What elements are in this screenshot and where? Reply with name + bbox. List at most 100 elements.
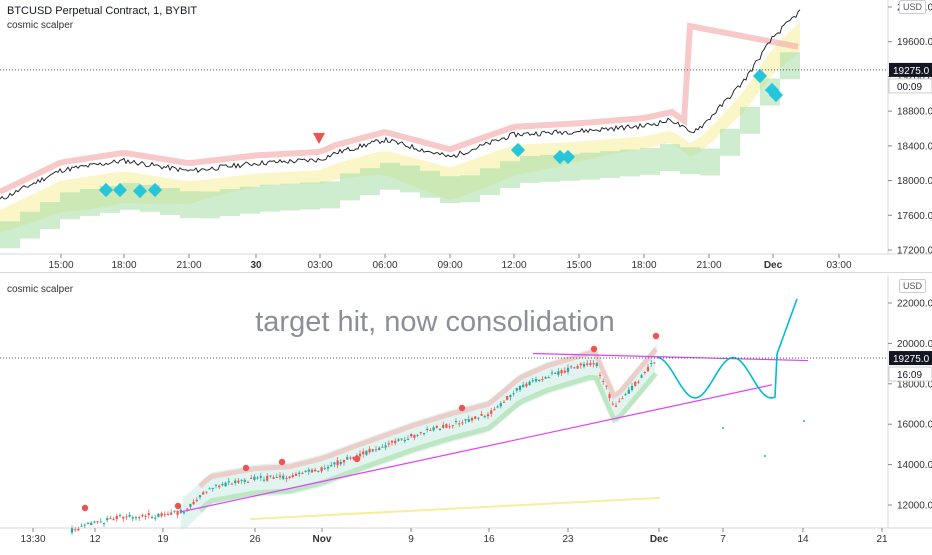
candle-body [422, 433, 426, 435]
support-block [160, 188, 180, 215]
candle-body [243, 479, 246, 482]
candle-body [493, 409, 496, 411]
candle-body [365, 450, 368, 455]
candle-body [371, 449, 374, 452]
candle-body [131, 517, 134, 519]
support-block [200, 191, 220, 219]
candle-body [394, 440, 397, 444]
support-block [460, 175, 480, 203]
candle-body [102, 523, 106, 525]
resistance-trendline [532, 352, 809, 362]
candle-body [218, 485, 221, 488]
time-tick-label: 7 [720, 534, 726, 545]
candle-body [563, 370, 566, 373]
time-tick-label: 16 [483, 534, 495, 545]
candle-body [346, 457, 349, 460]
candle-body [502, 401, 506, 403]
candle-body [643, 372, 646, 374]
candle-body [138, 517, 141, 519]
candle-body [333, 462, 336, 465]
candle-body [253, 476, 256, 480]
candle-body [464, 419, 467, 421]
support-block [80, 188, 100, 216]
candle-body [198, 495, 202, 498]
candle-body [106, 518, 109, 521]
annotation-text: target hit, now consolidation [255, 306, 615, 338]
candle-body [458, 423, 461, 425]
candle-body [189, 503, 192, 507]
candle-body [403, 440, 406, 442]
candle-body [310, 469, 314, 473]
candle-body [579, 363, 582, 366]
candle-body [330, 465, 333, 467]
candle-body [301, 472, 304, 474]
time-tick-label: 26 [249, 534, 261, 545]
candle-body [134, 517, 138, 519]
candle-body [109, 518, 112, 520]
candle-body [227, 481, 230, 483]
candle-body [262, 479, 266, 481]
price-tick-label: 18000.0 [897, 176, 932, 187]
support-block [780, 52, 800, 80]
candle-body [470, 418, 474, 421]
support-block [600, 151, 620, 179]
sell-signal-dot [242, 464, 250, 472]
candle-body [176, 510, 179, 515]
candle-body [602, 380, 605, 382]
support-block [480, 168, 500, 196]
support-trendline [179, 384, 773, 513]
sell-signal-dot [174, 502, 182, 510]
candle-body [336, 460, 339, 466]
candle-body [163, 514, 166, 516]
support-block [440, 176, 460, 204]
support-block [220, 189, 240, 217]
top-chart-pane[interactable]: 20000.019600.019200.018800.018400.018000… [0, 0, 932, 273]
bottom-chart-canvas[interactable]: 22000.0 20000.0 18000.0 16000.0 14000.0 12000… [0, 275, 932, 550]
candle-body [534, 378, 538, 382]
bottom-chart-pane[interactable]: 22000.0 20000.0 18000.0 16000.0 14000.0 12000… [0, 275, 932, 550]
candle-body [115, 515, 118, 519]
sell-signal-triangle [313, 133, 325, 144]
sell-signal-dot [458, 404, 466, 412]
time-tick-label: 23 [562, 534, 574, 545]
candle-body [80, 525, 83, 527]
candle-body [576, 365, 579, 369]
buy-signal-diamond [132, 183, 148, 199]
price-tick-label: 18400.0 [897, 141, 932, 152]
currency-label-bottom[interactable]: USD [899, 279, 927, 293]
symbol-title[interactable]: BTCUSD Perpetual Contract, 1, BYBIT [7, 5, 198, 17]
candle-body [294, 473, 298, 476]
candle-body [413, 434, 416, 438]
time-tick-label: 12:00 [501, 260, 526, 271]
candle-body [621, 398, 624, 400]
countdown-tag [888, 78, 932, 94]
candle-body [598, 374, 602, 376]
candle-body [547, 377, 550, 379]
time-tick-label: 03:00 [826, 260, 851, 271]
candle-body [93, 521, 96, 523]
time-tick-label: 15:00 [48, 260, 73, 271]
candle-body [99, 521, 102, 523]
candle-body [438, 428, 442, 430]
support-block [0, 221, 20, 249]
candle-body [246, 481, 250, 483]
time-tick-label: Nov [313, 534, 332, 545]
candle-body [288, 476, 291, 479]
candle-body [490, 410, 493, 414]
buy-signal-diamond [510, 142, 526, 158]
indicator-label[interactable]: cosmic scalper [7, 20, 74, 31]
long-term-average [249, 496, 661, 521]
sell-signal-dot [278, 458, 286, 466]
top-chart-canvas[interactable]: 20000.019600.019200.018800.018400.018000… [0, 0, 932, 272]
support-block [740, 106, 760, 134]
candle-body [221, 483, 224, 486]
time-tick-label: 18:00 [631, 260, 656, 271]
projection-dot [764, 455, 766, 457]
candle-body [432, 427, 435, 431]
candle-body [560, 370, 563, 374]
candle-body [157, 513, 160, 517]
currency-label[interactable]: USD [899, 0, 927, 14]
candle-body [77, 528, 80, 531]
candle-body [637, 381, 640, 383]
indicator-label-bottom[interactable]: cosmic scalper [7, 284, 74, 295]
